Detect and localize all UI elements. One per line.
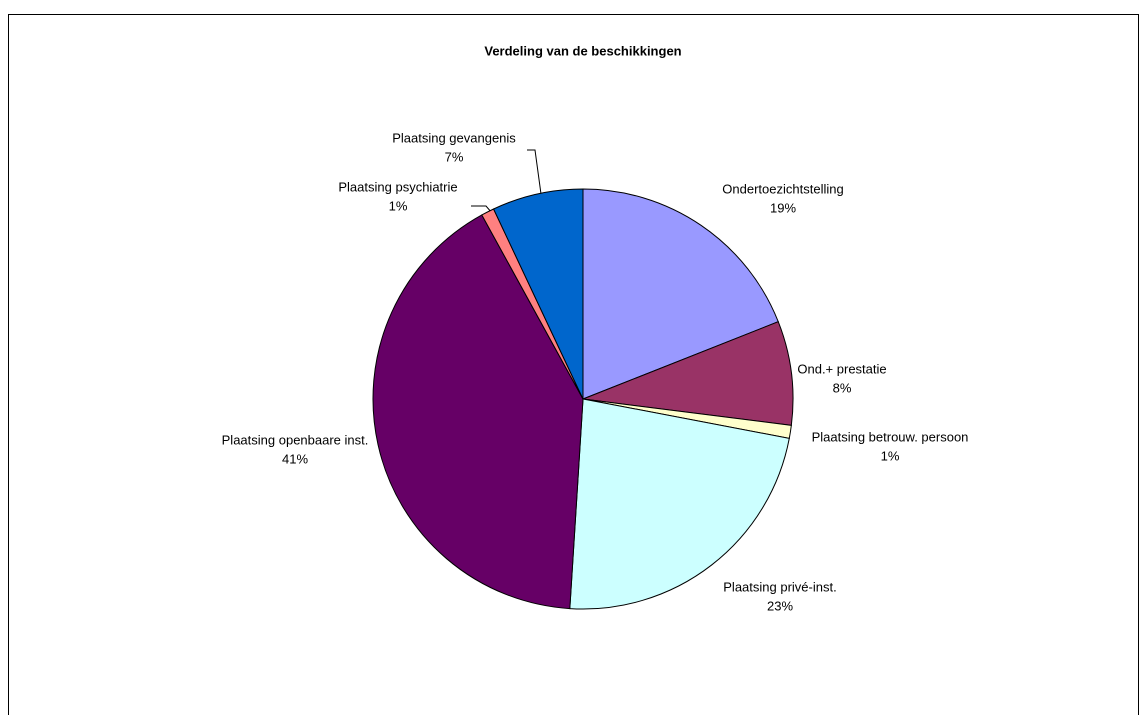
slice-value-label: 8% — [833, 380, 852, 395]
pie-slice — [492, 188, 584, 400]
slice-label: Plaatsing gevangenis — [392, 130, 516, 145]
leader-line — [527, 149, 542, 195]
slice-value-label: 1% — [389, 198, 408, 213]
pie-slice — [582, 321, 794, 426]
pie-slice — [569, 398, 790, 610]
pie-slice — [372, 214, 584, 610]
slice-value-label: 41% — [282, 451, 308, 466]
slice-label: Ond.+ prestatie — [797, 361, 886, 376]
slice-value-label: 1% — [881, 448, 900, 463]
slice-label: Plaatsing openbaare inst. — [222, 432, 369, 447]
slice-value-label: 19% — [770, 200, 796, 215]
chart-title: Verdeling van de beschikkingen — [484, 43, 681, 58]
slice-value-label: 7% — [445, 149, 464, 164]
slice-label: Plaatsing privé-inst. — [723, 579, 836, 594]
slice-value-label: 23% — [767, 598, 793, 613]
pie-slice — [582, 188, 779, 400]
slice-label: Plaatsing psychiatrie — [338, 179, 457, 194]
slice-label: Ondertoezichtstelling — [722, 181, 843, 196]
slice-label: Plaatsing betrouw. persoon — [812, 429, 969, 444]
